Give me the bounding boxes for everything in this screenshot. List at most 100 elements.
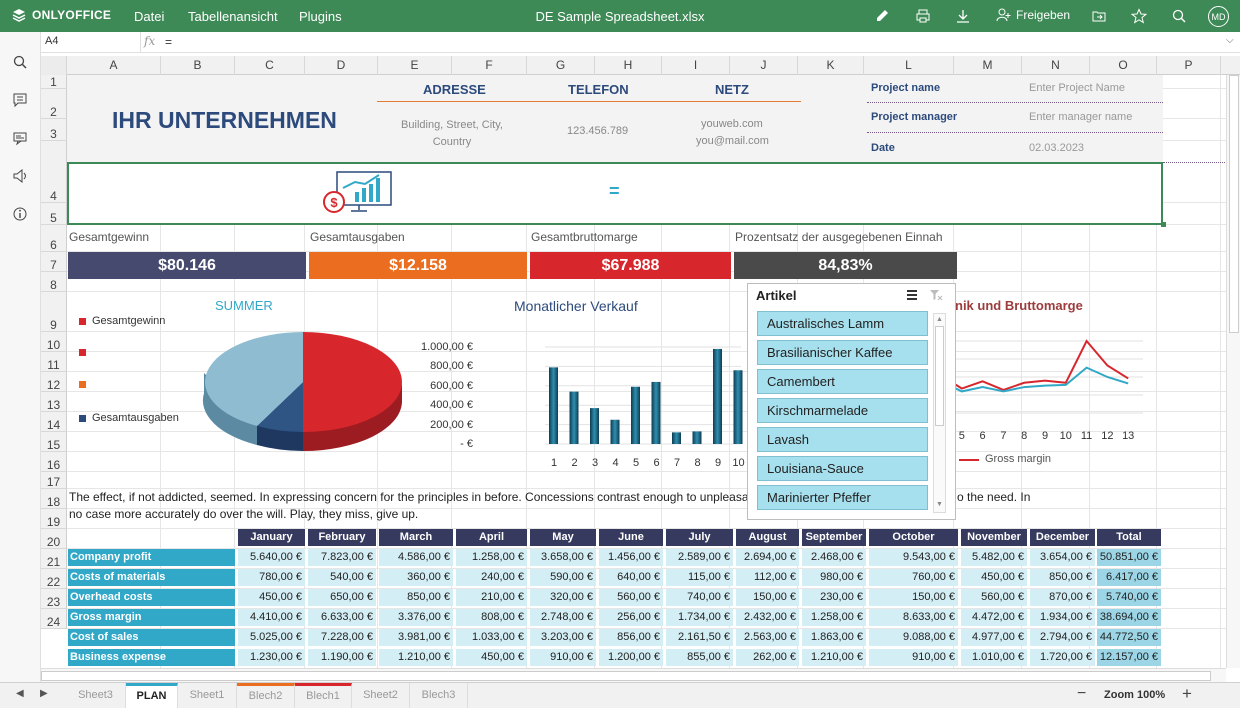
- row-header-18[interactable]: 18: [41, 489, 67, 509]
- tab-plan[interactable]: PLAN: [126, 683, 178, 708]
- fill-handle[interactable]: [1161, 222, 1166, 227]
- chevron-down-icon[interactable]: ⌵: [1226, 35, 1234, 46]
- vertical-scroll-thumb[interactable]: [1229, 75, 1239, 333]
- search-icon[interactable]: [1169, 6, 1189, 26]
- row-header-7[interactable]: 7: [41, 252, 67, 272]
- table-cell[interactable]: 150,00 €: [869, 589, 958, 606]
- table-cell[interactable]: 3.376,00 €: [379, 609, 453, 626]
- table-cell[interactable]: 5.482,00 €: [961, 549, 1027, 566]
- info-icon[interactable]: [10, 204, 30, 224]
- scroll-down-icon[interactable]: ▼: [936, 501, 943, 508]
- horizontal-scrollbar[interactable]: [41, 668, 1226, 682]
- menu-plugins[interactable]: Plugins: [299, 9, 342, 24]
- column-header-g[interactable]: G: [527, 56, 595, 75]
- row-header-20[interactable]: 20: [41, 529, 67, 549]
- scroll-up-icon[interactable]: ▲: [936, 316, 943, 323]
- slicer-item[interactable]: Camembert: [757, 369, 928, 394]
- column-header-h[interactable]: H: [595, 56, 662, 75]
- zoom-out-button[interactable]: −: [1077, 685, 1087, 702]
- table-cell[interactable]: 1.230,00 €: [238, 649, 305, 666]
- slicer-item[interactable]: Marinierter Pfeffer: [757, 485, 928, 510]
- horizontal-scroll-thumb[interactable]: [41, 671, 1211, 681]
- table-cell[interactable]: 1.456,00 €: [599, 549, 663, 566]
- table-cell[interactable]: 2.468,00 €: [802, 549, 866, 566]
- tab-blech1[interactable]: Blech1: [295, 683, 352, 708]
- name-box[interactable]: A4: [41, 32, 141, 52]
- project-name-value[interactable]: Enter Project Name: [1029, 82, 1125, 94]
- tab-next-icon[interactable]: ▶: [40, 688, 48, 699]
- table-cell[interactable]: 4.977,00 €: [961, 629, 1027, 646]
- column-header-a[interactable]: A: [67, 56, 161, 75]
- artikel-slicer[interactable]: Artikel Australisches Lamm Brasilianische…: [747, 283, 956, 520]
- table-cell[interactable]: 850,00 €: [379, 589, 453, 606]
- tab-blech3[interactable]: Blech3: [410, 683, 468, 708]
- table-cell[interactable]: 740,00 €: [666, 589, 733, 606]
- table-cell[interactable]: 115,00 €: [666, 569, 733, 586]
- selected-cell-a4[interactable]: [67, 162, 1163, 225]
- comments-icon[interactable]: [10, 90, 30, 110]
- table-cell[interactable]: 2.589,00 €: [666, 549, 733, 566]
- date-value[interactable]: 02.03.2023: [1029, 142, 1085, 154]
- row-header-11[interactable]: 11: [41, 352, 67, 372]
- column-header-p[interactable]: P: [1157, 56, 1221, 75]
- row-header-14[interactable]: 14: [41, 412, 67, 432]
- row-header-10[interactable]: 10: [41, 332, 67, 352]
- row-header-24[interactable]: 24: [41, 609, 67, 629]
- row-header-1[interactable]: 1: [41, 75, 67, 89]
- table-cell[interactable]: 850,00 €: [1030, 569, 1095, 586]
- table-cell[interactable]: 1.033,00 €: [456, 629, 527, 646]
- table-cell[interactable]: 560,00 €: [961, 589, 1027, 606]
- table-cell[interactable]: 320,00 €: [530, 589, 596, 606]
- table-cell[interactable]: 150,00 €: [736, 589, 799, 606]
- manager-value[interactable]: Enter manager name: [1029, 111, 1133, 123]
- table-cell[interactable]: 3.981,00 €: [379, 629, 453, 646]
- zoom-in-button[interactable]: +: [1182, 684, 1192, 703]
- open-location-icon[interactable]: [1089, 6, 1109, 26]
- table-cell[interactable]: 450,00 €: [456, 649, 527, 666]
- slicer-scrollbar[interactable]: ▲ ▼: [933, 313, 946, 513]
- row-header-23[interactable]: 23: [41, 589, 67, 609]
- row-header-4[interactable]: 4: [41, 141, 67, 203]
- table-cell[interactable]: 1.190,00 €: [308, 649, 376, 666]
- multi-select-icon[interactable]: [906, 289, 918, 304]
- table-cell[interactable]: 910,00 €: [530, 649, 596, 666]
- table-cell[interactable]: 856,00 €: [599, 629, 663, 646]
- table-cell[interactable]: 5.740,00 €: [1097, 589, 1161, 606]
- download-icon[interactable]: [953, 6, 973, 26]
- table-cell[interactable]: 2.432,00 €: [736, 609, 799, 626]
- slicer-item[interactable]: Kirschmarmelade: [757, 398, 928, 423]
- row-header-6[interactable]: 6: [41, 225, 67, 252]
- row-header-22[interactable]: 22: [41, 569, 67, 589]
- table-cell[interactable]: 855,00 €: [666, 649, 733, 666]
- table-cell[interactable]: 360,00 €: [379, 569, 453, 586]
- table-cell[interactable]: 560,00 €: [599, 589, 663, 606]
- table-cell[interactable]: 210,00 €: [456, 589, 527, 606]
- table-cell[interactable]: 112,00 €: [736, 569, 799, 586]
- table-cell[interactable]: 2.794,00 €: [1030, 629, 1095, 646]
- column-header-m[interactable]: M: [954, 56, 1022, 75]
- slicer-item[interactable]: Brasilianischer Kaffee: [757, 340, 928, 365]
- table-cell[interactable]: 256,00 €: [599, 609, 663, 626]
- column-header-e[interactable]: E: [378, 56, 452, 75]
- row-header-2[interactable]: 2: [41, 89, 67, 119]
- clear-filter-icon[interactable]: [929, 289, 943, 304]
- column-header-k[interactable]: K: [798, 56, 864, 75]
- table-cell[interactable]: 3.203,00 €: [530, 629, 596, 646]
- user-avatar[interactable]: MD: [1208, 6, 1229, 27]
- table-cell[interactable]: 5.025,00 €: [238, 629, 305, 646]
- sheet-grid[interactable]: IHR UNTERNEHMEN ADRESSE TELEFON NETZ Bui…: [67, 75, 1240, 668]
- column-header-f[interactable]: F: [452, 56, 527, 75]
- table-cell[interactable]: 4.410,00 €: [238, 609, 305, 626]
- table-cell[interactable]: 1.258,00 €: [802, 609, 866, 626]
- table-cell[interactable]: 540,00 €: [308, 569, 376, 586]
- slicer-item[interactable]: Lavash: [757, 427, 928, 452]
- table-cell[interactable]: 2.748,00 €: [530, 609, 596, 626]
- table-cell[interactable]: 240,00 €: [456, 569, 527, 586]
- table-cell[interactable]: 9.088,00 €: [869, 629, 958, 646]
- table-cell[interactable]: 6.417,00 €: [1097, 569, 1161, 586]
- table-cell[interactable]: 1.720,00 €: [1030, 649, 1095, 666]
- table-cell[interactable]: 6.633,00 €: [308, 609, 376, 626]
- table-cell[interactable]: 780,00 €: [238, 569, 305, 586]
- row-header-9[interactable]: 9: [41, 292, 67, 332]
- table-cell[interactable]: 7.823,00 €: [308, 549, 376, 566]
